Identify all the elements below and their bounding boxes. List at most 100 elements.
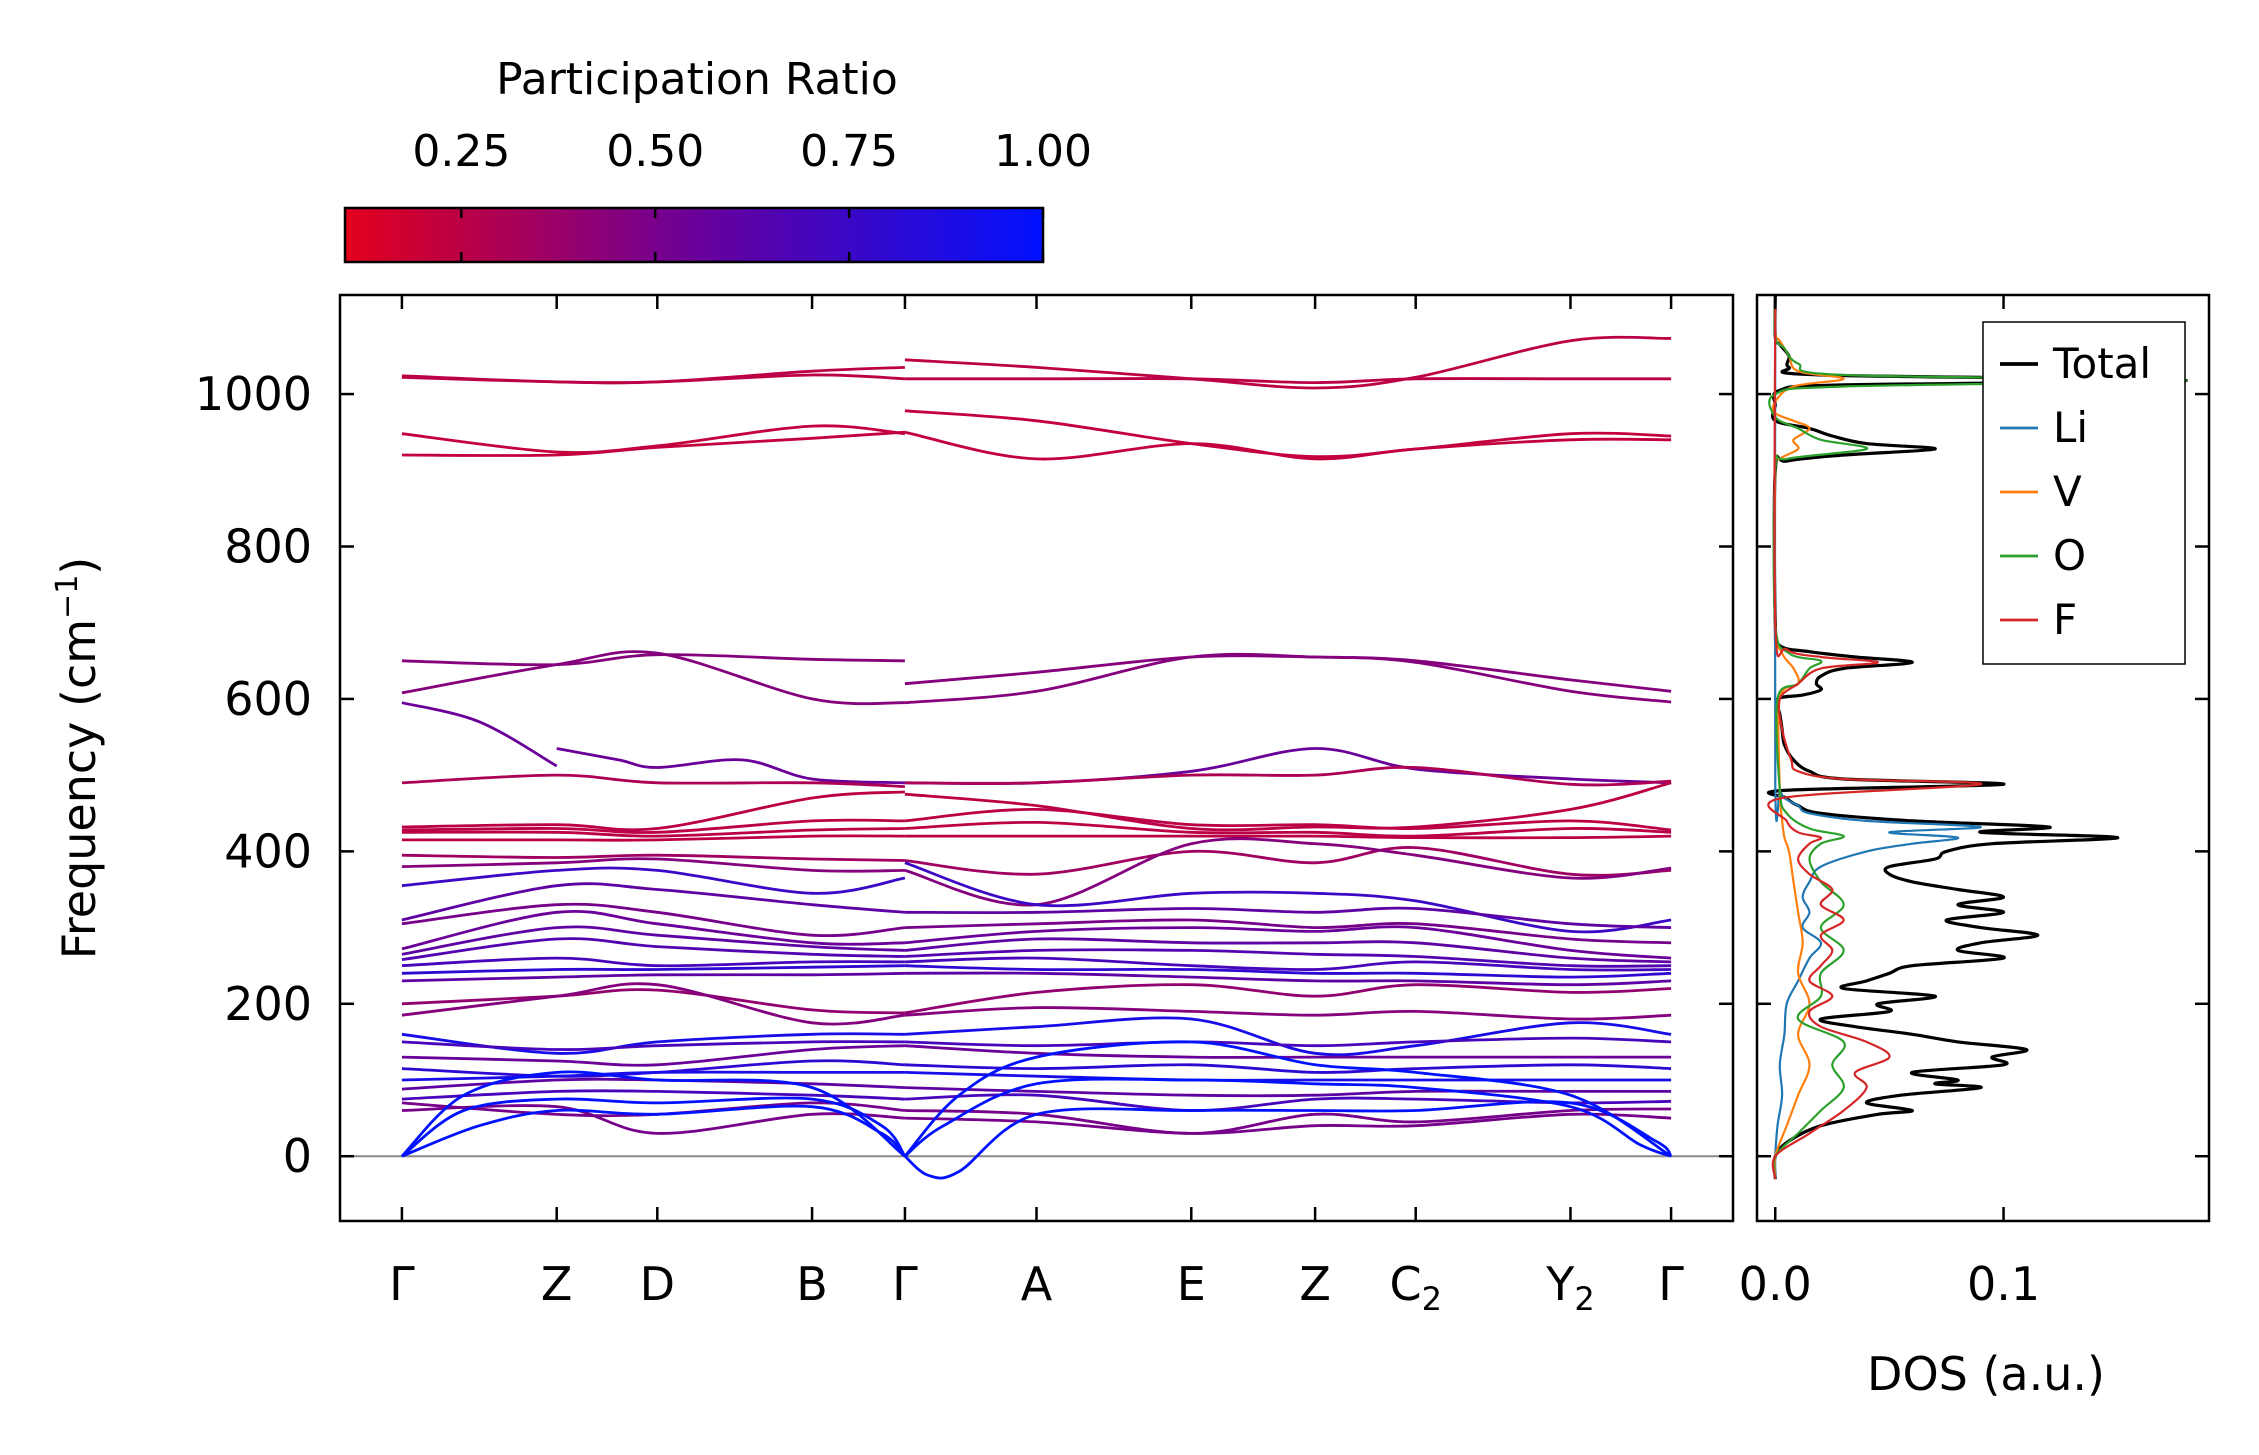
phonon-band [903, 1100, 1673, 1180]
kpoint-symbol: C [1389, 1257, 1421, 1311]
kpoint-label: D [640, 1257, 675, 1311]
phonon-band [401, 366, 905, 385]
phonon-band [904, 925, 1672, 960]
phonon-band [401, 956, 905, 968]
phonon-band [904, 1071, 1672, 1082]
phonon-band [401, 650, 905, 706]
phonon-band [903, 1040, 1672, 1158]
phonon-band [401, 653, 905, 667]
phonon-band [904, 1086, 1672, 1098]
band-lines [400, 335, 1673, 1180]
kpoint-subscript: 2 [1574, 1280, 1594, 1318]
dos-lines [1766, 295, 2188, 1180]
legend-label: Li [2053, 403, 2088, 452]
ylabel-main: Frequency (cm [52, 619, 106, 959]
kpoint-symbol: E [1177, 1257, 1206, 1311]
dos-x-tick-label: 0.0 [1739, 1257, 1812, 1311]
phonon-band [401, 424, 906, 454]
phonon-band [401, 827, 905, 838]
phonon-band [904, 652, 1672, 705]
phonon-band [401, 882, 906, 922]
y-tick-label: 600 [224, 672, 312, 726]
legend-label: Total [2052, 339, 2151, 388]
dos-legend: Total Li VOF [1982, 321, 2186, 665]
phonon-band [904, 956, 1672, 972]
frequency-tick-labels: 0 200 400 600 800 1000 [195, 367, 312, 1183]
kpoint-label: B [796, 1257, 828, 1311]
y-tick-label: 400 [224, 824, 312, 878]
phonon-band [401, 1044, 905, 1067]
phonon-band [401, 866, 906, 895]
phonon-band [401, 857, 905, 873]
dos-x-tick-label: 0.1 [1967, 1257, 2040, 1311]
phonon-band [401, 988, 905, 1015]
y-tick-label: 1000 [195, 367, 312, 421]
phonon-band [904, 807, 1672, 832]
colorbar-tick-label: 1.00 [994, 126, 1092, 177]
kpoint-label: Z [541, 1257, 573, 1311]
kpoint-label: Γ [1658, 1257, 1684, 1311]
phonon-band [400, 1070, 906, 1158]
phonon-band [401, 909, 905, 951]
phonon-band [904, 1063, 1672, 1074]
kpoint-symbol: Z [1299, 1257, 1331, 1311]
phonon-band [401, 790, 905, 832]
phonon-band [904, 765, 1672, 787]
kpoint-label: Γ [389, 1257, 415, 1311]
y-tick-label: 800 [224, 520, 312, 574]
phonon-band [401, 1070, 905, 1082]
colorbar-title: Participation Ratio [496, 54, 898, 105]
ylabel-close: ) [52, 557, 106, 575]
legend-label: O [2053, 531, 2086, 580]
phonon-band [401, 1032, 905, 1055]
phonon-band [556, 747, 905, 785]
phonon-band [401, 971, 905, 983]
phonon-band [401, 964, 905, 975]
y-tick-label: 0 [283, 1129, 312, 1183]
kpoint-label: E [1177, 1257, 1206, 1311]
colorbar-gradient [343, 206, 1045, 264]
phonon-band [401, 701, 558, 768]
kpoint-symbol: Z [541, 1257, 573, 1311]
phonon-band [904, 861, 1672, 934]
phonon-band [401, 1059, 905, 1078]
kpoint-symbol: Γ [892, 1257, 918, 1311]
frequency-axis-label: Frequency (cm−1) [50, 557, 106, 960]
phonon-band [904, 834, 1672, 840]
phonon-band [401, 818, 905, 834]
kpoint-symbol: A [1021, 1257, 1053, 1311]
kpoint-symbol: D [640, 1257, 675, 1311]
phonon-band [904, 820, 1672, 838]
kpoint-symbol: Γ [389, 1257, 415, 1311]
dos-axis-ticks [1757, 295, 2209, 1221]
y-tick-label: 200 [224, 977, 312, 1031]
dos-axes-frame [1755, 293, 2211, 1223]
colorbar-tick-label: 0.75 [800, 126, 898, 177]
dos-plot: 0.0 0.1 DOS (a.u.) Total Li VOF [1739, 293, 2211, 1401]
dos-curve-f [1767, 295, 1983, 1180]
kpoint-label: Y2 [1545, 1257, 1594, 1318]
kpoint-symbol: Γ [1658, 1257, 1684, 1311]
legend-label: F [2053, 595, 2077, 644]
phonon-band [904, 1036, 1672, 1048]
colorbar-tick-label: 0.50 [606, 126, 704, 177]
phonon-band [904, 430, 1672, 461]
band-axes-frame [338, 293, 1735, 1223]
dos-axis-label: DOS (a.u.) [1867, 1347, 2105, 1401]
phonon-band [904, 377, 1672, 384]
colorbar: Participation Ratio 0.25 0.50 0.75 1.00 [343, 54, 1092, 264]
phonon-band [904, 1112, 1672, 1135]
phonon-band [401, 773, 905, 788]
phonon-band [904, 1006, 1672, 1021]
dos-curve-v [1771, 295, 1845, 1180]
phonon-band [401, 925, 905, 956]
band-axis-ticks [340, 295, 1733, 1221]
colorbar-tick-label: 0.25 [412, 126, 510, 177]
kpoint-subscript: 2 [1422, 1280, 1442, 1318]
phonon-band [904, 747, 1672, 786]
phonon-band [904, 1044, 1672, 1059]
phonon-band [401, 1104, 905, 1135]
phonon-band [401, 1096, 907, 1158]
